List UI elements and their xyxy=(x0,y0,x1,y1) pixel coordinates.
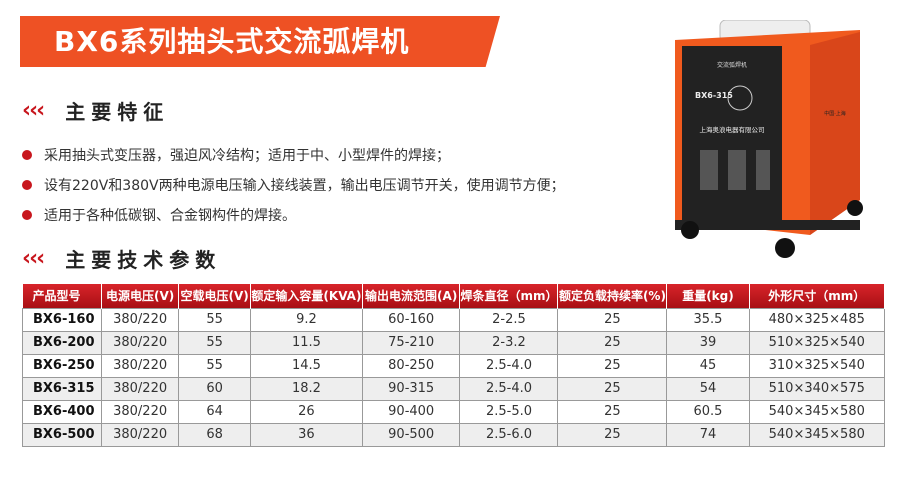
table-cell: 54 xyxy=(666,376,750,401)
table-cell: 540×345×580 xyxy=(748,399,886,424)
list-item: 适用于各种低碳钢、合金钢构件的焊接。 xyxy=(22,200,565,230)
table-cell: 380/220 xyxy=(101,353,180,378)
table-cell: 36 xyxy=(249,422,363,447)
table-cell: 80-250 xyxy=(361,353,461,378)
table-cell: 60-160 xyxy=(361,307,461,332)
table-cell: 25 xyxy=(557,399,668,424)
column-header: 焊条直径（mm） xyxy=(459,284,559,308)
table-cell: 25 xyxy=(557,353,668,378)
table-cell: BX6-500 xyxy=(21,422,103,447)
table-cell: 45 xyxy=(666,353,750,378)
brand-label: 中国·上海 xyxy=(824,110,846,117)
company-label: 上海奥浪电器有限公司 xyxy=(700,125,765,134)
table-cell: 25 xyxy=(557,422,668,447)
bullet-icon xyxy=(22,180,32,190)
table-cell: 39 xyxy=(666,330,750,355)
chevrons-icon: ‹‹‹ xyxy=(22,246,45,271)
table-cell: 9.2 xyxy=(249,307,363,332)
table-cell: 380/220 xyxy=(101,376,180,401)
table-header-row: 产品型号 电源电压(V) 空载电压(V) 额定输入容量(KVA) 输出电流范围(A) 焊条… xyxy=(22,284,886,308)
bullet-icon xyxy=(22,150,32,160)
model-label: BX6-315 xyxy=(695,91,733,100)
table-cell: 55 xyxy=(178,353,251,378)
table-cell: 18.2 xyxy=(249,376,363,401)
column-header: 重量(kg) xyxy=(666,284,750,308)
table-cell: 74 xyxy=(666,422,750,447)
feature-text: 设有220V和380V两种电源电压输入接线装置，输出电压调节开关，使用调节方便； xyxy=(44,178,565,194)
table-cell: BX6-400 xyxy=(21,399,103,424)
table-cell: 64 xyxy=(178,399,251,424)
table-cell: 480×325×485 xyxy=(748,307,886,332)
table-cell: 11.5 xyxy=(249,330,363,355)
table-cell: 25 xyxy=(557,330,668,355)
table-row: BX6-250 380/220 55 14.5 80-250 2.5-4.0 25 45 310… xyxy=(21,353,886,378)
table-cell: 2.5-5.0 xyxy=(459,399,559,424)
table-cell: BX6-160 xyxy=(21,307,103,332)
table-cell: 25 xyxy=(557,376,668,401)
table-cell: 380/220 xyxy=(101,399,180,424)
table-cell: 2.5-6.0 xyxy=(459,422,559,447)
column-header: 额定负载持续率(%) xyxy=(557,284,668,308)
table-cell: 510×340×575 xyxy=(748,376,886,401)
feature-text: 采用抽头式变压器，强迫风冷结构；适用于中、小型焊件的焊接； xyxy=(44,148,450,164)
table-cell: 55 xyxy=(178,307,251,332)
table-cell: 14.5 xyxy=(249,353,363,378)
column-header: 产品型号 xyxy=(22,284,103,308)
table-cell: 380/220 xyxy=(101,422,180,447)
bullet-icon xyxy=(22,210,32,220)
table-row: BX6-200 380/220 55 11.5 75-210 2-3.2 25 39 510×3… xyxy=(21,330,886,355)
specs-heading: ‹‹‹ 主要技术参数 xyxy=(22,244,221,273)
table-cell: BX6-200 xyxy=(21,330,103,355)
column-header: 空载电压(V) xyxy=(178,284,251,308)
table-cell: 90-400 xyxy=(361,399,461,424)
table-cell: 35.5 xyxy=(666,307,750,332)
table-row: BX6-160 380/220 55 9.2 60-160 2-2.5 25 35.5 480×… xyxy=(21,307,886,332)
panel-label: 交流弧焊机 xyxy=(717,61,747,69)
page-title: BX6系列抽头式交流弧焊机 xyxy=(20,16,500,67)
feature-list: 采用抽头式变压器，强迫风冷结构；适用于中、小型焊件的焊接； 设有220V和380… xyxy=(22,140,565,230)
table-row: BX6-400 380/220 64 26 90-400 2.5-5.0 25 60.5 540… xyxy=(21,399,886,424)
welding-machine-image: 交流弧焊机 BX6-315 上海奥浪电器有限公司 中国·上海 xyxy=(675,20,863,258)
table-cell: 2-2.5 xyxy=(459,307,559,332)
table-row: BX6-500 380/220 68 36 90-500 2.5-6.0 25 74 540×3… xyxy=(21,422,886,447)
table-cell: 310×325×540 xyxy=(748,353,886,378)
column-header: 输出电流范围(A) xyxy=(362,284,461,308)
table-cell: 510×325×540 xyxy=(748,330,886,355)
table-cell: 380/220 xyxy=(101,307,180,332)
table-cell: 2.5-4.0 xyxy=(459,376,559,401)
table-cell: BX6-250 xyxy=(21,353,103,378)
table-cell: 25 xyxy=(557,307,668,332)
table-cell: BX6-315 xyxy=(21,376,103,401)
table-cell: 540×345×580 xyxy=(748,422,886,447)
column-header: 额定输入容量(KVA) xyxy=(250,284,363,308)
feature-text: 适用于各种低碳钢、合金钢构件的焊接。 xyxy=(44,208,296,224)
table-cell: 75-210 xyxy=(361,330,461,355)
table-cell: 380/220 xyxy=(101,330,180,355)
table-cell: 90-500 xyxy=(361,422,461,447)
list-item: 设有220V和380V两种电源电压输入接线装置，输出电压调节开关，使用调节方便； xyxy=(22,170,565,200)
table-cell: 90-315 xyxy=(361,376,461,401)
table-cell: 60 xyxy=(178,376,251,401)
specs-heading-text: 主要技术参数 xyxy=(65,248,222,272)
specs-table: 产品型号 电源电压(V) 空载电压(V) 额定输入容量(KVA) 输出电流范围(A) 焊条… xyxy=(21,284,886,447)
table-cell: 2.5-4.0 xyxy=(459,353,559,378)
table-cell: 26 xyxy=(249,399,363,424)
table-cell: 68 xyxy=(178,422,251,447)
column-header: 电源电压(V) xyxy=(101,284,180,308)
list-item: 采用抽头式变压器，强迫风冷结构；适用于中、小型焊件的焊接； xyxy=(22,140,565,170)
features-heading: ‹‹‹ 主要特征 xyxy=(22,96,169,125)
table-row: BX6-315 380/220 60 18.2 90-315 2.5-4.0 25 54 510… xyxy=(21,376,886,401)
table-cell: 55 xyxy=(178,330,251,355)
chevrons-icon: ‹‹‹ xyxy=(22,98,45,123)
table-cell: 2-3.2 xyxy=(459,330,559,355)
features-heading-text: 主要特征 xyxy=(65,100,170,124)
column-header: 外形尺寸（mm） xyxy=(749,284,886,308)
table-cell: 60.5 xyxy=(666,399,750,424)
